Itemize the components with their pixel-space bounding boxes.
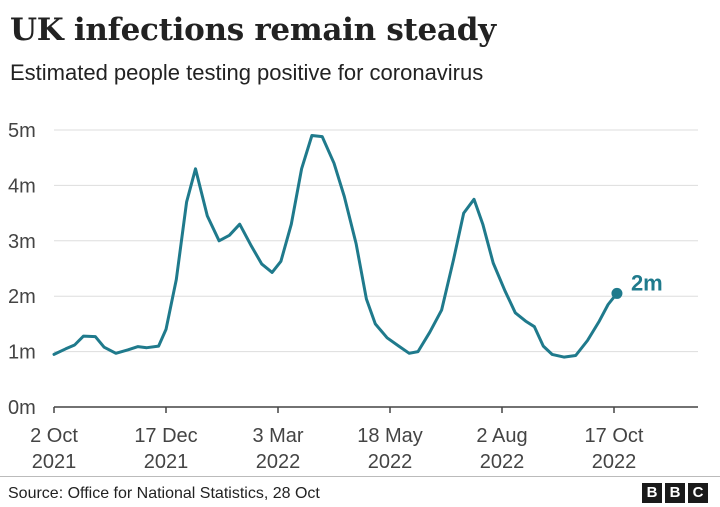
- y-tick-label: 4m: [8, 175, 36, 197]
- x-tick-year-label: 2022: [592, 451, 637, 473]
- y-tick-label: 1m: [8, 342, 36, 364]
- line-chart: 0m 1m 2m 3m 4m 5m 2 Oct 2021 17 Dec 2021 3 Mar 2022…: [8, 120, 698, 473]
- bbc-logo: B B C: [642, 483, 708, 503]
- x-tick-year-label: 2021: [144, 451, 189, 473]
- chart-title: UK infections remain steady: [10, 12, 496, 48]
- x-tick-label: 2 Oct: [30, 425, 78, 447]
- bbc-logo-letter-2: B: [665, 483, 685, 503]
- y-tick-label: 3m: [8, 231, 36, 253]
- y-tick-label: 2m: [8, 286, 36, 308]
- x-tick-label: 17 Dec: [134, 425, 197, 447]
- source-note: Source: Office for National Statistics, …: [8, 485, 320, 502]
- x-tick-label: 17 Oct: [585, 425, 644, 447]
- x-tick-year-label: 2022: [368, 451, 413, 473]
- bbc-logo-letter-3: C: [688, 483, 708, 503]
- bbc-logo-letter-1: B: [642, 483, 662, 503]
- x-tick-label: 18 May: [357, 425, 423, 447]
- y-tick-label: 0m: [8, 397, 36, 419]
- x-tick-year-label: 2021: [32, 451, 77, 473]
- x-tick-year-label: 2022: [256, 451, 301, 473]
- x-tick-label: 3 Mar: [252, 425, 303, 447]
- x-tick-label: 2 Aug: [476, 425, 527, 447]
- chart-subtitle: Estimated people testing positive for co…: [10, 60, 484, 85]
- chart-footer: Source: Office for National Statistics, …: [0, 476, 720, 507]
- y-tick-label: 5m: [8, 120, 36, 142]
- x-tick-year-label: 2022: [480, 451, 525, 473]
- end-point-marker: [611, 287, 623, 299]
- end-value-label: 2m: [631, 270, 663, 295]
- series-line-0: [52, 134, 619, 359]
